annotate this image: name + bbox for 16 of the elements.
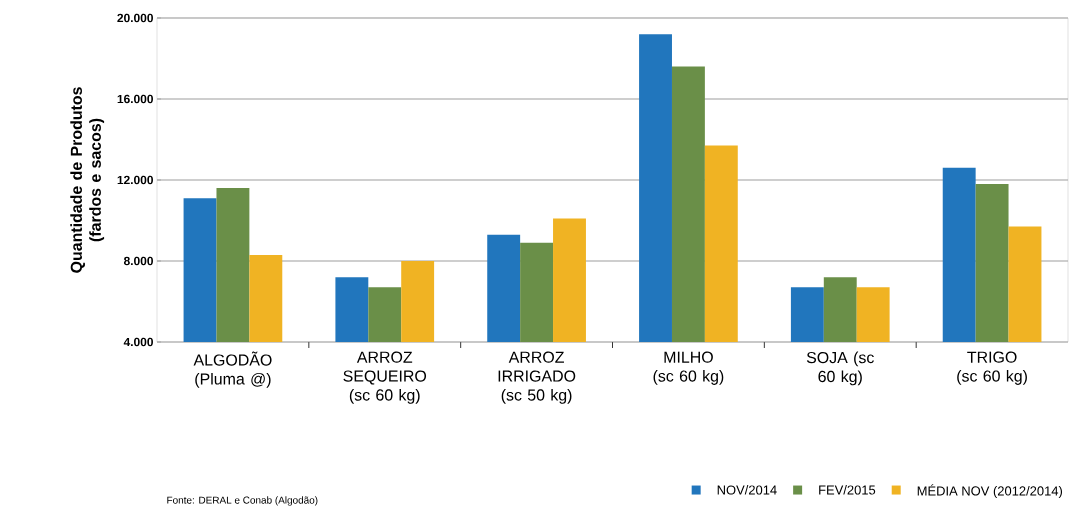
x-tick-label: SOJA (sc 60 kg) <box>806 351 874 386</box>
y-tick-label: 4.000 <box>123 337 153 347</box>
legend-label: NOV/2014 <box>717 485 777 495</box>
y-tick-label: 8.000 <box>123 256 153 266</box>
x-tick-label: ARROZ SEQUEIRO (sc 60 kg) <box>343 351 427 404</box>
legend-label: FEV/2015 <box>819 485 876 495</box>
x-tick-label: TRIGO (sc 60 kg) <box>957 351 1027 385</box>
x-tick-label: MILHO (sc 60 kg) <box>653 351 724 385</box>
legend-label: MÉDIA NOV (2012/2014) <box>917 484 1062 499</box>
y-tick-label: 16.000 <box>117 94 153 104</box>
x-tick-label: ALGODÃO (Pluma @) <box>193 351 272 388</box>
y-tick-label: 12.000 <box>117 175 153 185</box>
y-tick-label: 20.000 <box>117 13 153 23</box>
y-axis-title: Quantidade de Produtos (fardos e sacos) <box>70 87 105 273</box>
x-tick-label: ARROZ IRRIGADO (sc 50 kg) <box>498 351 576 404</box>
source-note: Fonte: DERAL e Conab (Algodão) <box>167 496 318 506</box>
